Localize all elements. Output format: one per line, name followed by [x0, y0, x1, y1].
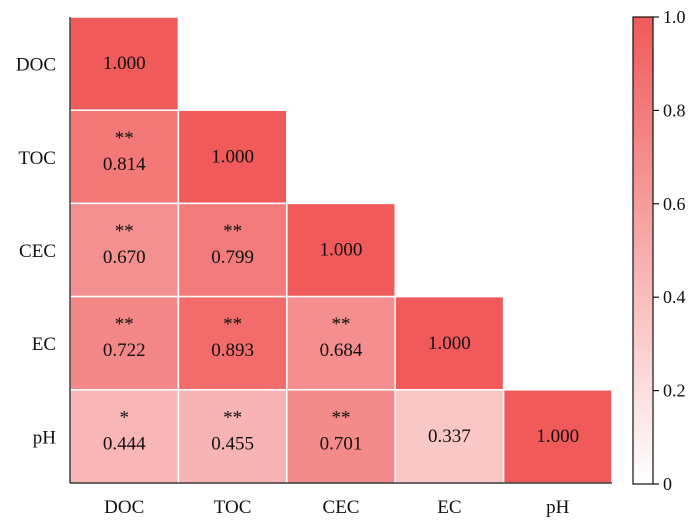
cell-value-label: 0.701	[320, 433, 363, 454]
colorbar: 0 0.2 0.4 0.6 0.8 1.0	[632, 7, 686, 494]
significance-marker: **	[115, 314, 134, 335]
x-tick-label: TOC	[214, 497, 252, 518]
heatmap-cell	[394, 295, 505, 391]
x-tick-label: DOC	[104, 497, 144, 518]
colorbar-tick-label: 1.0	[663, 7, 686, 27]
x-tick-label: EC	[437, 497, 461, 518]
heatmap-cell	[502, 389, 613, 484]
y-tick-label: DOC	[16, 55, 56, 76]
cell-value-label: 1.000	[103, 53, 146, 74]
cell-value-label: 0.814	[103, 154, 146, 175]
heatmap-cell	[69, 109, 180, 205]
heatmap-cell	[69, 16, 180, 111]
colorbar-tick-label: 0	[663, 474, 672, 494]
heatmap-cell	[177, 109, 288, 205]
colorbar-tick-label: 0.8	[663, 100, 686, 120]
x-tick-label: CEC	[323, 497, 360, 518]
cell-value-label: 0.337	[428, 426, 471, 447]
significance-marker: **	[223, 221, 242, 242]
cell-value-label: 1.000	[428, 333, 471, 354]
cell-value-label: 1.000	[536, 426, 579, 447]
heatmap-cell	[177, 295, 288, 391]
heatmap-cell	[177, 389, 288, 484]
heatmap-axes: DOC TOC CEC EC pH DOC TOC CEC EC pH	[16, 17, 612, 518]
cell-value-label: 0.722	[103, 340, 146, 361]
heatmap-cell	[394, 389, 505, 484]
cell-value-label: 0.893	[211, 340, 254, 361]
significance-marker: **	[332, 314, 351, 335]
y-tick-label: EC	[32, 334, 56, 355]
cell-value-label: 1.000	[211, 146, 254, 167]
significance-marker: **	[223, 407, 242, 428]
colorbar-tick-label: 0.6	[663, 194, 686, 214]
cell-value-label: 0.670	[103, 247, 146, 268]
y-tick-label: TOC	[18, 148, 56, 169]
colorbar-tick-label: 0.2	[663, 381, 686, 401]
significance-marker: **	[332, 407, 351, 428]
x-tick-label: pH	[546, 497, 570, 518]
cell-value-label: 0.444	[103, 433, 146, 454]
significance-marker: **	[115, 128, 134, 149]
heatmap-cells	[69, 16, 613, 484]
y-tick-label: CEC	[19, 241, 56, 262]
significance-marker: **	[115, 221, 134, 242]
colorbar-tick-label: 0.4	[663, 287, 686, 307]
cell-value-label: 0.455	[211, 433, 254, 454]
y-tick-label: pH	[33, 427, 57, 448]
cell-value-label: 1.000	[320, 240, 363, 261]
significance-marker: **	[223, 314, 242, 335]
heatmap-cell	[69, 202, 180, 298]
heatmap-cell	[286, 202, 396, 298]
heatmap-cell-labels: 1.000 ** 0.814 1.000 ** 0.670 ** 0.799 1.000 ** 0.…	[103, 53, 579, 454]
cell-value-label: 0.684	[320, 340, 363, 361]
significance-marker: *	[119, 407, 129, 428]
cell-value-label: 0.799	[211, 247, 254, 268]
colorbar-gradient	[632, 16, 654, 485]
